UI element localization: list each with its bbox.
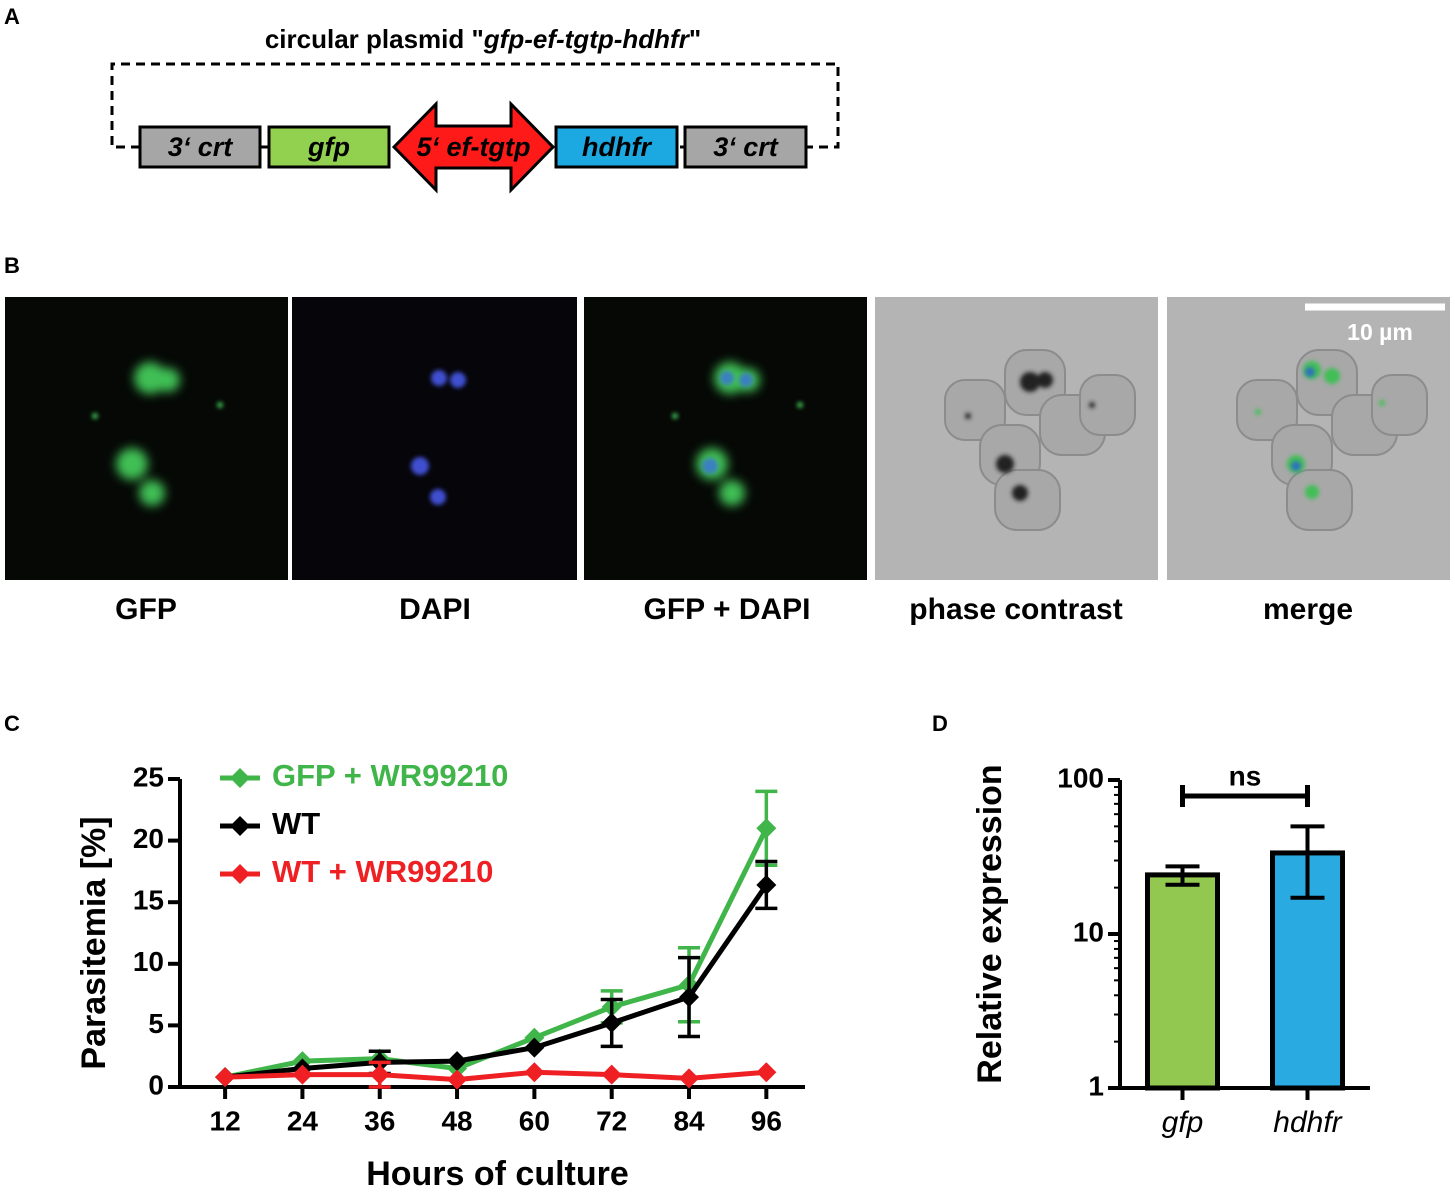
x-tick-label: 12 (210, 1105, 241, 1136)
y-tick-label: 25 (133, 761, 164, 792)
y-tick-label: 10 (133, 946, 164, 977)
gene-box (267, 125, 391, 169)
plasmid-map: 3‘ crt gfp 5‘ ef-tgtp hdhfr 3‘ crt (138, 100, 808, 194)
legend-label: WT (272, 806, 320, 841)
data-point (756, 1062, 777, 1083)
x-tick-label: 24 (287, 1105, 319, 1136)
significance-label: ns (1229, 760, 1262, 791)
micrograph-label: GFP + DAPI (644, 593, 811, 626)
plasmid-backbone (110, 62, 840, 149)
micrograph-label: phase contrast (909, 593, 1122, 626)
data-point (524, 1062, 545, 1083)
gene-label: 3‘ crt (168, 132, 234, 162)
error-bar (1290, 824, 1325, 900)
y-tick-label: 5 (148, 1008, 164, 1039)
micrograph-label: merge (1263, 593, 1353, 626)
y-tick-label: 15 (133, 885, 164, 916)
panel-label: C (4, 711, 20, 736)
micrograph-phase (875, 297, 1158, 580)
panel-label: D (932, 711, 948, 736)
legend-label: WT + WR99210 (272, 854, 493, 889)
micrograph-gfp (5, 297, 288, 580)
micrograph-merge-fluor (584, 297, 867, 580)
gene-label: gfp (307, 132, 350, 162)
gene-label: 5‘ ef-tgtp (417, 132, 531, 162)
data-point (756, 874, 777, 895)
series-line (224, 883, 769, 1080)
x-tick-label: gfp (1162, 1106, 1204, 1139)
micrograph-label: GFP (115, 593, 177, 626)
x-tick-label: 36 (364, 1105, 395, 1136)
micrograph-merge: 10 µm (1167, 297, 1450, 580)
data-point (679, 987, 700, 1008)
scale-bar-label: 10 µm (1347, 319, 1413, 345)
promoter-arrow (391, 100, 556, 194)
data-point (292, 1064, 313, 1085)
gene-label: 3‘ crt (713, 132, 779, 162)
gene-box (554, 125, 679, 169)
data-point (601, 1012, 622, 1033)
legend-label: GFP + WR99210 (272, 758, 508, 793)
legend-marker (230, 768, 250, 788)
legend-marker (230, 864, 250, 884)
x-tick-label: 72 (596, 1105, 627, 1136)
title-suffix: " (689, 24, 701, 54)
x-tick-label: 84 (673, 1105, 705, 1136)
y-tick-label: 1 (1088, 1070, 1104, 1101)
data-point (447, 1051, 468, 1072)
significance-bracket (1180, 785, 1310, 807)
y-axis-label: Relative expression (971, 764, 1009, 1083)
data-point (524, 1037, 545, 1058)
micrograph-label: DAPI (399, 593, 471, 626)
legend-marker (230, 816, 250, 836)
data-point (756, 818, 777, 839)
micrograph-dapi (292, 297, 577, 580)
x-tick-label: 96 (751, 1105, 782, 1136)
title-prefix: circular plasmid " (265, 24, 484, 54)
y-tick-label: 10 (1073, 916, 1104, 947)
gene-box (683, 125, 808, 169)
series-line (225, 1069, 767, 1083)
data-point (447, 1069, 468, 1090)
y-axis-label: Parasitemia [%] (75, 816, 113, 1069)
plasmid-title: circular plasmid "gfp-ef-tgtp-hdhfr" (265, 24, 701, 54)
y-tick-label: 0 (148, 1069, 164, 1100)
panel-label: A (4, 4, 20, 29)
panel-label: B (4, 253, 20, 278)
data-point (215, 1067, 236, 1088)
x-axis-label: Hours of culture (366, 1155, 629, 1193)
y-tick-label: 20 (133, 823, 164, 854)
x-tick-label: 48 (441, 1105, 472, 1136)
error-bar (1165, 864, 1200, 887)
data-point (679, 1068, 700, 1089)
data-point (369, 1064, 390, 1085)
x-tick-label: hdhfr (1273, 1106, 1342, 1139)
bar (1145, 872, 1220, 1091)
title-name: gfp-ef-tgtp-hdhfr (483, 24, 691, 54)
data-point (601, 1064, 622, 1085)
x-tick-label: 60 (519, 1105, 550, 1136)
gene-box (138, 125, 262, 169)
y-tick-label: 100 (1057, 762, 1104, 793)
gene-label: hdhfr (582, 132, 652, 162)
